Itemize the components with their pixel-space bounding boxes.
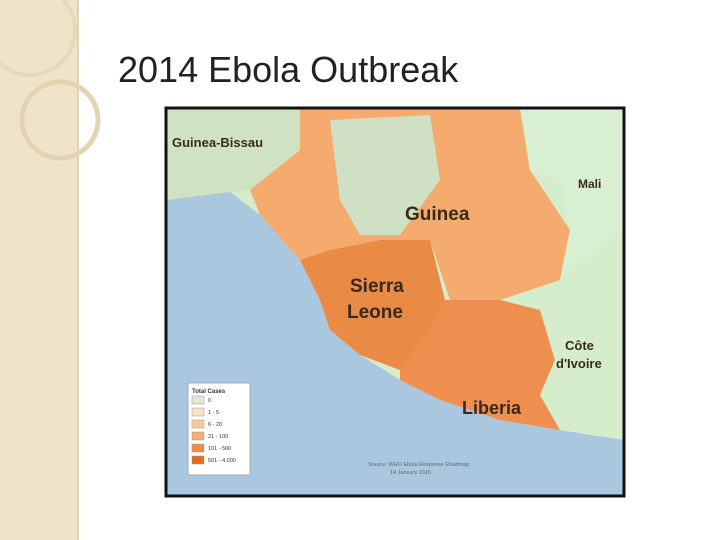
cote-divoire <box>540 230 624 440</box>
country-label: Côte d'Ivoire <box>556 338 602 371</box>
legend: Total Cases 0 1 - 5 6 - 20 21 - 100 101 - 50… <box>187 382 251 476</box>
label-line: d'Ivoire <box>556 356 602 371</box>
source-note: Source: WHO Ebola Response Roadmap 14 Ja… <box>368 462 471 476</box>
guinea-bissau <box>166 108 300 200</box>
legend-label: 501 - 4,000 <box>208 458 236 464</box>
country-label: Liberia <box>462 398 522 418</box>
legend-label: 6 - 20 <box>208 422 222 428</box>
mali <box>520 108 624 280</box>
label-line: Sierra <box>350 276 404 297</box>
map: Guinea-Bissau Mali Guinea Sierra Leone C… <box>164 106 626 498</box>
legend-label: 1 - 5 <box>208 410 219 416</box>
legend-label: 101 - 500 <box>208 446 231 452</box>
country-label: Guinea-Bissau <box>172 135 263 150</box>
liberia <box>400 300 560 430</box>
legend-label: 0 <box>208 398 211 404</box>
label-line: Côte <box>565 338 594 353</box>
country-label: Sierra Leone <box>347 276 409 323</box>
country-label: Mali <box>578 177 601 191</box>
source-line: Source: WHO Ebola Response Roadmap <box>368 462 469 468</box>
country-label: Guinea <box>405 204 470 225</box>
legend-swatch <box>191 431 205 441</box>
legend-swatch <box>191 455 205 465</box>
source-line: 14 January 2015 <box>390 470 431 476</box>
guinea-north <box>330 115 440 235</box>
map-frame <box>164 106 626 498</box>
slide-title: 2014 Ebola Outbreak <box>118 49 459 90</box>
decor-circle <box>19 79 101 161</box>
legend-swatch <box>191 407 205 417</box>
decor-circle <box>0 0 77 77</box>
sierra-leone <box>300 240 445 370</box>
label-line: Leone <box>347 302 403 323</box>
legend-swatch <box>191 395 205 405</box>
legend-swatch <box>191 419 205 429</box>
legend-swatch <box>191 443 205 453</box>
legend-title: Total Cases <box>192 389 226 395</box>
legend-label: 21 - 100 <box>208 434 228 440</box>
